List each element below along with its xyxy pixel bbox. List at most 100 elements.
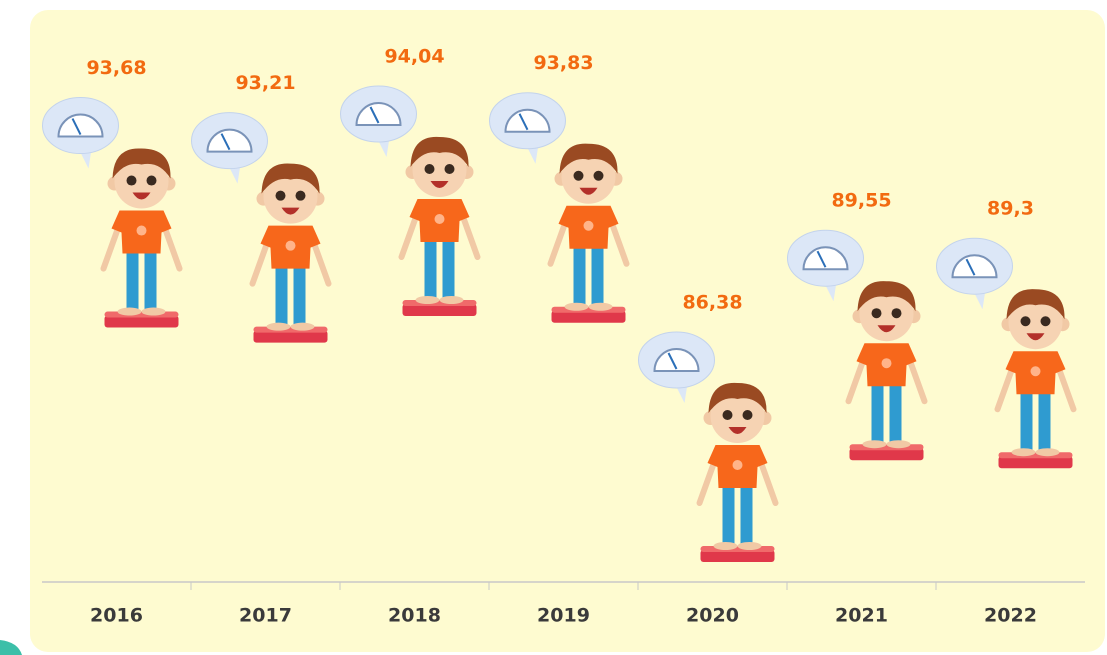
scale-top [253,326,328,333]
child-marker [638,331,779,562]
leg [442,237,455,299]
leg [722,483,735,545]
eye [871,308,882,319]
scale [104,315,179,328]
hair [857,281,916,312]
foot [862,440,887,449]
value-label: 89,55 [831,190,891,212]
gauge [802,246,849,271]
scale [551,310,626,323]
head [114,154,169,209]
mouth [281,207,300,215]
gauge-needle [667,352,678,370]
mouth [430,181,449,188]
x-tick-label: 2017 [239,605,292,627]
eye [1040,316,1051,327]
foot [588,302,613,311]
star [732,460,743,470]
foot [886,440,911,449]
mouth [1026,333,1045,341]
leg [126,248,139,311]
child-marker [42,97,183,328]
value-label: 93,83 [533,52,593,74]
child-marker [489,92,630,323]
child-marker [191,112,332,343]
foot [141,307,166,316]
gauge [206,128,253,153]
foot [415,296,440,304]
gauge [355,102,402,126]
eye [444,164,455,174]
child-marker [340,85,481,316]
foot [117,307,142,316]
x-tick-label: 2021 [835,605,888,627]
gauge [951,254,998,279]
eye [573,170,584,181]
value-label: 89,3 [987,198,1034,220]
star [434,214,445,224]
child-marker [936,237,1077,469]
corner-decoration [0,640,22,655]
gauge-needle [71,118,82,136]
gauge-needle [816,250,827,268]
leg [275,263,288,326]
head [561,149,616,204]
eye [126,175,137,186]
hair [261,163,320,194]
foot [290,322,315,331]
star [583,220,594,231]
hair [1006,289,1065,320]
scale-top [551,306,626,313]
scale [849,448,924,461]
scale [253,330,328,343]
gauge [653,348,700,372]
x-tick-label: 2019 [537,605,590,627]
gauge-needle [518,113,529,131]
hair [559,143,618,174]
leg [1020,389,1033,452]
hair [410,136,469,167]
leg [591,243,604,306]
leg [144,248,157,311]
scale-top [849,444,924,451]
x-tick-label: 2022 [984,605,1037,627]
leg [1038,389,1051,452]
mouth [132,192,151,200]
value-label: 94,04 [384,46,444,68]
eye [593,170,604,181]
eye [891,308,902,319]
foot [266,322,291,331]
panel [30,10,1105,652]
scale [998,456,1073,469]
gauge-needle [220,133,231,151]
x-tick-label: 2018 [388,605,441,627]
gauge [57,113,104,138]
head [859,287,914,342]
gauge-needle [369,106,380,124]
leg [424,237,437,299]
scale-top [104,311,179,318]
leg [573,243,586,306]
eye [275,190,286,201]
leg [889,381,902,444]
mouth [579,187,598,195]
head [412,143,467,197]
foot [737,542,762,550]
head [1008,295,1063,350]
child-marker [787,229,928,461]
star [285,240,296,251]
gauge-needle [965,258,976,276]
eye [722,410,733,420]
foot [1035,448,1060,457]
eye [146,175,157,186]
x-tick-label: 2020 [686,605,739,627]
star [1030,366,1041,377]
foot [439,296,464,304]
eye [295,190,306,201]
mouth [728,427,747,434]
foot [713,542,738,550]
leg [740,483,753,545]
scale-top [998,452,1073,459]
hair [708,382,767,413]
